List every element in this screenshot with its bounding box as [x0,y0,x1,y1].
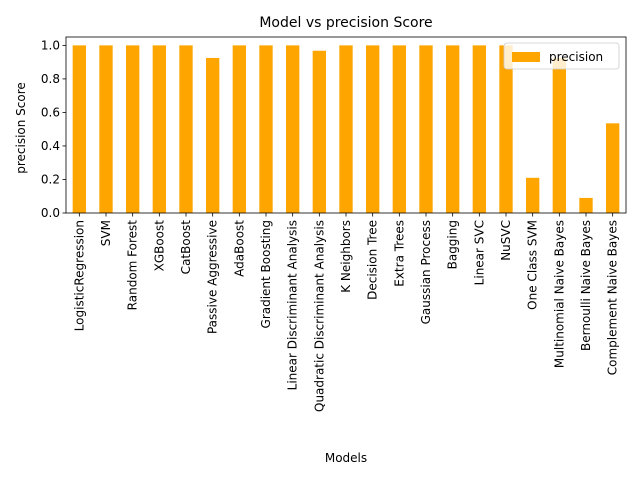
y-tick-label: 0.0 [41,206,60,220]
x-tick-label: K Neighbors [339,220,353,293]
y-tick-label: 0.8 [41,72,60,86]
bar [472,45,486,213]
bar [419,45,433,213]
x-tick-label: Multinomial Naive Bayes [552,220,566,368]
bar [392,45,406,213]
x-tick-label: AdaBoost [232,220,246,277]
y-tick-label: 0.4 [41,139,60,153]
bar [446,45,460,213]
x-tick-label: Random Forest [126,220,140,311]
bar [232,45,246,213]
y-tick-label: 0.6 [41,105,60,119]
y-axis-label: precision Score [14,82,28,174]
x-tick-label: SVM [99,220,113,246]
x-tick-label: Bagging [446,220,460,269]
y-tick-label: 1.0 [41,38,60,52]
bar [499,45,513,213]
x-tick-label: Passive Aggressive [206,220,220,334]
y-tick-label: 0.2 [41,172,60,186]
legend-label: precision [549,50,603,64]
x-tick-label: Extra Trees [392,220,406,287]
x-tick-label: XGBoost [152,220,166,272]
bar [366,45,380,213]
chart-title: Model vs precision Score [259,15,432,31]
bar [179,45,193,213]
x-axis-label: Models [325,451,367,465]
x-tick-label: Quadratic Discriminant Analysis [312,220,326,412]
legend-box [503,42,620,70]
x-tick-label: NuSVC [499,220,513,261]
plot-area: 0.0 0.2 0.4 0.6 0.8 1.0 LogisticRegression SVM R… [41,36,627,412]
x-tick-label: One Class SVM [526,220,540,310]
bar [552,57,566,214]
bar [259,45,273,213]
bar [99,45,113,213]
x-tick-label: Gradient Boosting [259,220,273,328]
bar [339,45,353,213]
x-tick-label: Gaussian Process [419,220,433,324]
x-tick-label: Linear SVC [472,220,486,285]
x-tick-label: Complement Naive Bayes [606,220,620,375]
x-tick-label: Linear Discriminant Analysis [286,220,300,390]
bar [579,197,593,213]
bar [606,123,620,213]
bar [72,45,86,213]
legend-swatch [512,52,540,62]
bar [152,45,166,213]
x-tick-label: CatBoost [179,220,193,275]
bar [526,177,540,213]
x-tick-label: Bernoulli Naive Bayes [579,220,593,351]
bar [206,57,220,214]
x-tick-label: Decision Tree [366,220,380,300]
bar [312,50,326,213]
bar [286,45,300,213]
x-tick-label: LogisticRegression [72,220,86,331]
bar [126,45,140,213]
legend: precision [503,42,620,70]
